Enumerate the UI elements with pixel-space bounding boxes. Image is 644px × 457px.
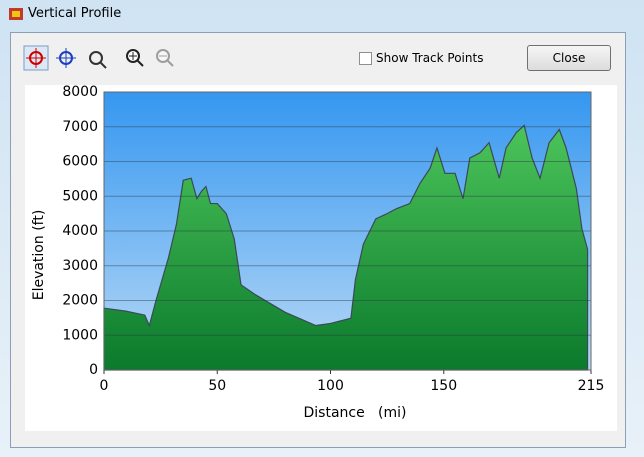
show-track-points[interactable]: Show Track Points xyxy=(359,51,483,65)
tool-zoom-in[interactable] xyxy=(126,49,144,67)
y-tick-label: 1000 xyxy=(62,327,98,343)
y-tick-label: 3000 xyxy=(62,258,98,274)
chart: Elevation (ft) Distance (mi) 01000200030… xyxy=(25,85,617,431)
y-tick-label: 7000 xyxy=(62,119,98,135)
y-axis-label: Elevation (ft) xyxy=(31,210,47,301)
y-tick-label: 5000 xyxy=(62,188,98,204)
y-tick-label: 8000 xyxy=(62,85,98,100)
x-tick-label: 215 xyxy=(578,378,605,394)
y-tick-label: 6000 xyxy=(62,154,98,170)
tool-zoom-box[interactable] xyxy=(89,51,107,69)
x-axis-label: Distance (mi) xyxy=(303,405,406,421)
checkbox-label: Show Track Points xyxy=(376,51,484,65)
x-tick-label: 150 xyxy=(430,378,457,394)
elevation-area xyxy=(103,124,589,371)
y-tick-label: 2000 xyxy=(62,293,98,309)
app-icon xyxy=(9,8,23,20)
toolbar xyxy=(23,45,174,71)
x-tick-label: 50 xyxy=(208,378,226,394)
dialog-body: Show Track Points Close Elevation (ft) D… xyxy=(10,32,626,448)
tool-crosshair-blue[interactable] xyxy=(56,48,76,68)
plot-frame xyxy=(103,91,592,371)
x-tick-label: 100 xyxy=(317,378,344,394)
y-tick-label: 4000 xyxy=(62,223,98,239)
close-button[interactable]: Close xyxy=(527,45,611,71)
window-title: Vertical Profile xyxy=(28,6,122,21)
tool-zoom-out[interactable] xyxy=(156,49,174,67)
y-tick-label: 0 xyxy=(89,362,98,378)
x-tick-label: 0 xyxy=(100,378,109,394)
